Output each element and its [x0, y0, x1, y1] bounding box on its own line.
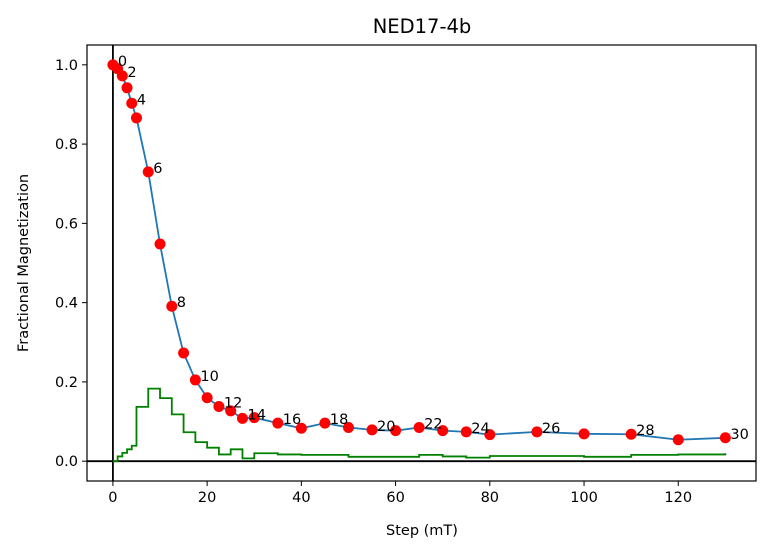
- x-tick-label: 60: [386, 490, 404, 506]
- point-label: 12: [224, 395, 242, 411]
- data-point: [484, 429, 496, 441]
- red-marker-series: [107, 59, 731, 446]
- y-tick-label: 0.4: [55, 296, 78, 312]
- green-step-line: [112, 387, 727, 463]
- x-tick-label: 80: [481, 490, 499, 506]
- y-tick-label: 0.6: [55, 216, 78, 232]
- point-label: 24: [471, 421, 489, 437]
- data-point: [130, 112, 142, 124]
- data-point: [126, 97, 138, 109]
- green-step-series: [112, 387, 727, 463]
- data-point: [342, 421, 354, 433]
- y-axis-ticks: 0.0 0.2 0.4 0.6 0.8 1.0: [55, 58, 87, 470]
- data-point: [178, 347, 190, 359]
- data-point: [248, 412, 260, 424]
- point-label: 10: [200, 369, 218, 385]
- data-point: [390, 425, 402, 437]
- data-point: [460, 426, 472, 438]
- data-point: [166, 300, 178, 312]
- data-point: [121, 82, 133, 94]
- point-label: 14: [247, 407, 265, 423]
- y-tick-label: 1.0: [55, 58, 78, 74]
- data-point: [437, 425, 449, 437]
- point-label: 26: [542, 421, 560, 437]
- data-point: [189, 374, 201, 386]
- x-tick-label: 100: [570, 490, 598, 506]
- data-point: [142, 166, 154, 178]
- data-point: [295, 422, 307, 434]
- data-point: [672, 434, 684, 446]
- data-point: [578, 428, 590, 440]
- chart-title: NED17-4b: [373, 15, 472, 38]
- reference-lines: [87, 45, 756, 481]
- y-axis-title: Fractional Magnetization: [16, 174, 32, 352]
- point-label: 8: [177, 295, 186, 311]
- y-tick-label: 0.8: [55, 137, 78, 153]
- point-label: 4: [137, 92, 146, 108]
- point-label: 22: [424, 416, 442, 432]
- point-label: 28: [636, 423, 654, 439]
- data-point: [272, 417, 284, 429]
- point-label: 20: [377, 419, 395, 435]
- x-axis-ticks: 0 20 40 60 80 100 120: [108, 481, 692, 506]
- data-point: [236, 412, 248, 424]
- point-label: 18: [330, 412, 348, 428]
- data-point: [719, 432, 731, 444]
- y-tick-label: 0.2: [55, 375, 78, 391]
- data-point: [225, 405, 237, 417]
- data-point: [531, 426, 543, 438]
- x-tick-label: 0: [108, 490, 117, 506]
- point-label: 0: [118, 54, 127, 70]
- x-axis-title: Step (mT): [386, 523, 458, 539]
- point-label: 2: [127, 65, 136, 81]
- data-point: [213, 400, 225, 412]
- data-point: [319, 417, 331, 429]
- data-point: [201, 392, 213, 404]
- point-label: 6: [153, 161, 162, 177]
- x-tick-label: 20: [198, 490, 216, 506]
- data-point: [413, 421, 425, 433]
- point-label: 16: [283, 412, 301, 428]
- data-point: [116, 70, 128, 82]
- data-point: [366, 424, 378, 436]
- data-point: [625, 428, 637, 440]
- data-point: [154, 238, 166, 250]
- x-tick-label: 120: [664, 490, 692, 506]
- y-tick-label: 0.0: [55, 454, 78, 470]
- x-tick-label: 40: [292, 490, 310, 506]
- plot-frame: [86, 44, 757, 482]
- point-label: 30: [730, 427, 748, 443]
